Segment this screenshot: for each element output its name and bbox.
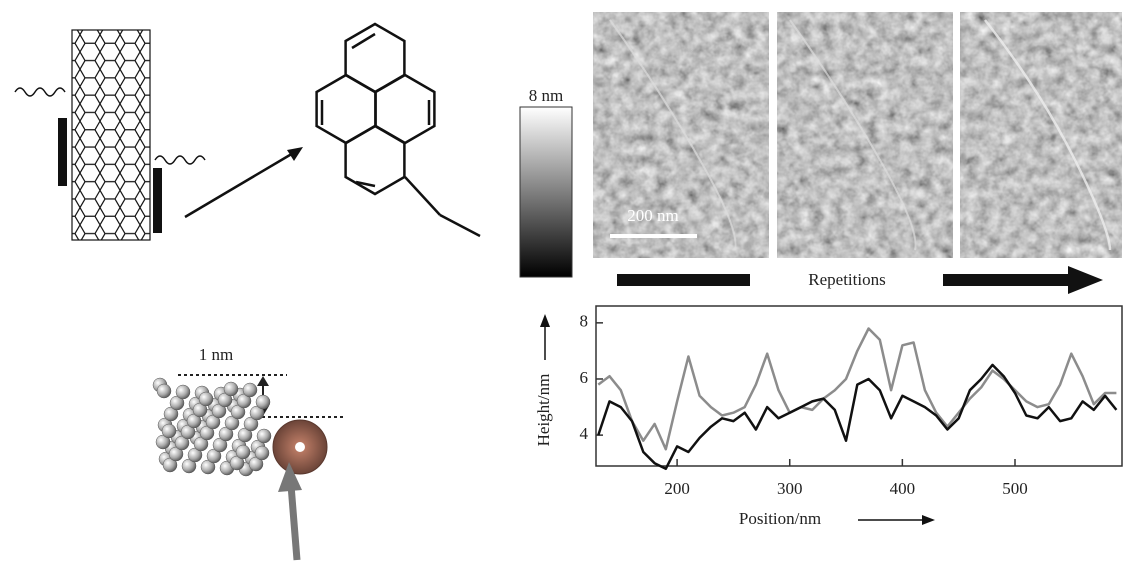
y-tick-label: 8 [580,312,589,331]
atom [257,429,271,443]
y-tick-label: 6 [580,368,589,387]
atom [255,446,269,460]
repetitions-arrow [943,266,1103,294]
repetitions-label: Repetitions [808,270,885,289]
atom [162,424,176,438]
y-tick-label: 4 [580,424,589,443]
atom [157,384,171,398]
molecule-model [153,375,345,560]
substituent [440,215,480,236]
atom [256,395,270,409]
plot-frame [596,306,1122,466]
repetitions-bar [617,274,750,286]
distance-label: 1 nm [199,345,233,364]
x-axis-label: Position/nm [739,509,821,528]
series-line [598,365,1116,469]
color-bar [520,107,572,277]
y-axis-arrowhead [540,314,550,327]
figure: 8 nm 200 nm Repetitions 1 nm 200 300 400 50… [0,0,1125,561]
atom [176,385,190,399]
atom [199,392,213,406]
substituent [405,177,440,215]
y-axis-label: Height/nm [534,374,553,447]
nanotube-diagram [15,30,303,240]
atom [224,382,238,396]
colorbar-label: 8 nm [529,86,563,105]
x-tick-label: 200 [664,479,690,498]
ring [317,75,376,143]
line-chart: 200 300 400 500 4 6 8 Position/nm Height/nm [534,306,1122,528]
x-axis-arrowhead [922,515,935,525]
pyrene-structure [317,24,480,236]
scale-bar-label: 200 nm [627,206,678,225]
atom [236,445,250,459]
x-tick-label: 400 [890,479,916,498]
x-tick-label: 500 [1002,479,1028,498]
atom [243,383,257,397]
x-tick-label: 300 [777,479,803,498]
